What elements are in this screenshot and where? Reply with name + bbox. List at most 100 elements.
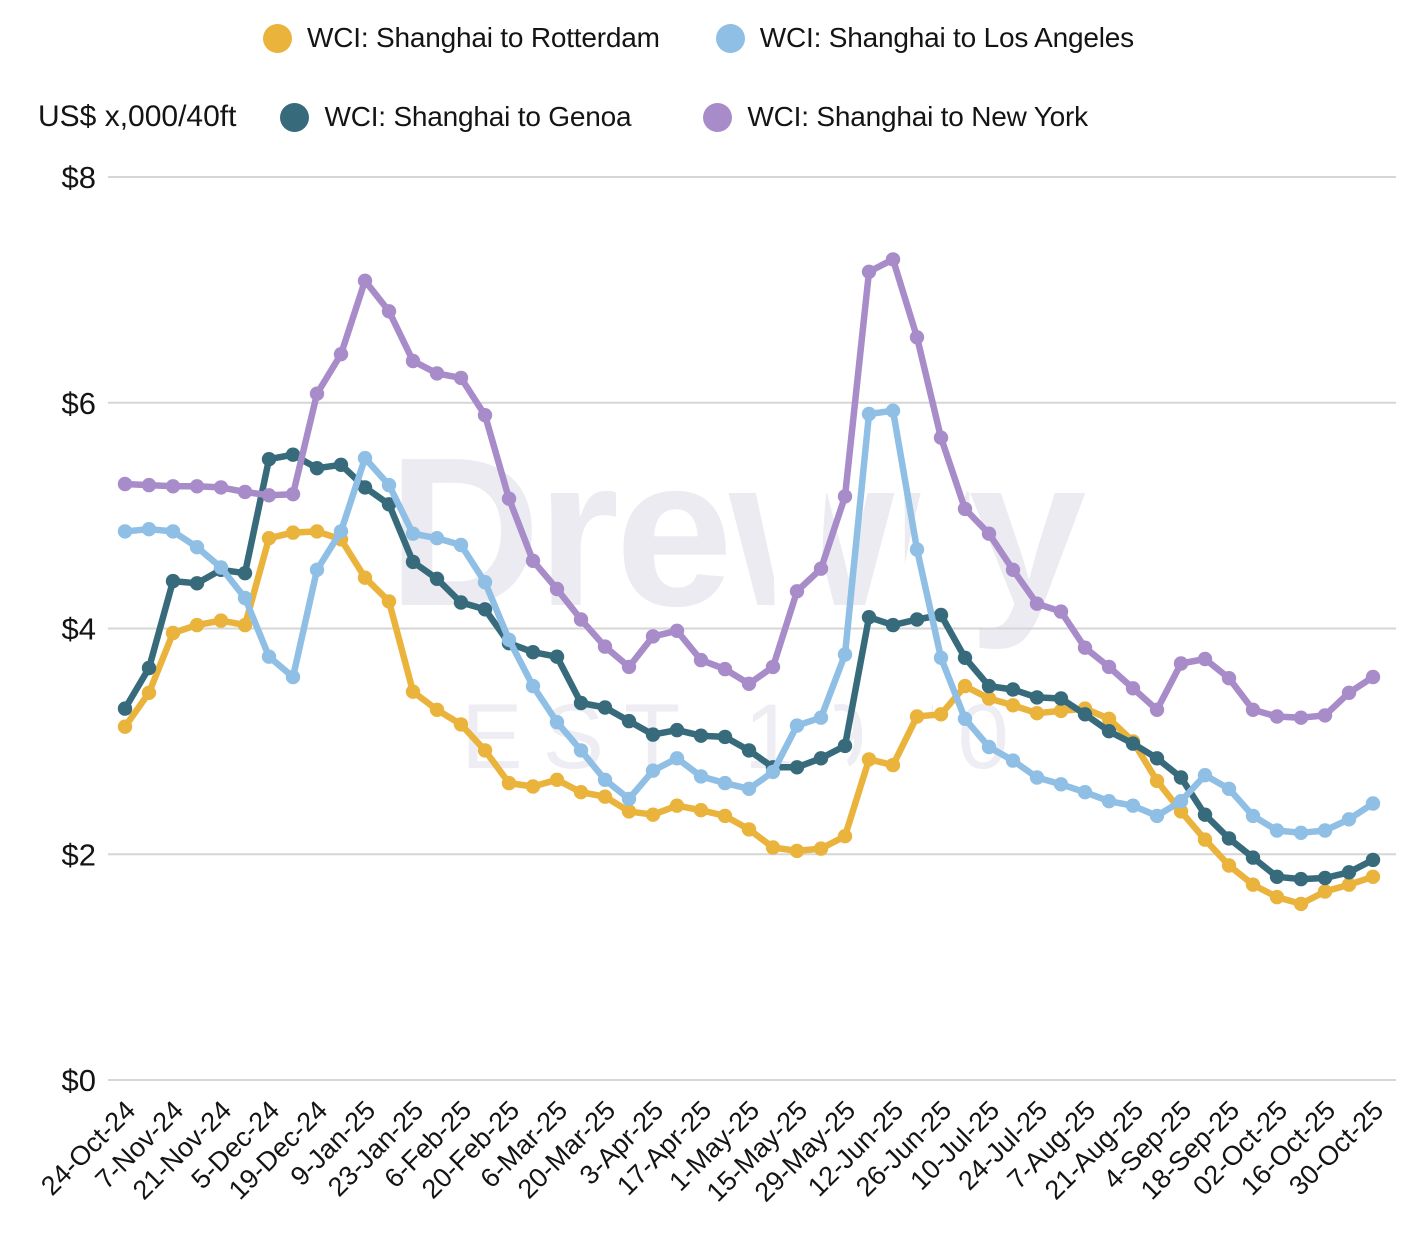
data-point <box>237 566 253 581</box>
data-point <box>957 711 973 726</box>
data-point <box>957 678 973 694</box>
y-tick-label: $6 <box>62 386 96 421</box>
data-point <box>909 612 925 627</box>
data-point <box>1221 858 1237 873</box>
data-point <box>1341 865 1357 880</box>
data-point <box>1005 753 1021 768</box>
data-point <box>237 590 253 606</box>
data-point <box>1101 794 1117 809</box>
legend-item-rotterdam[interactable]: WCI: Shanghai to Rotterdam <box>263 22 660 54</box>
data-point <box>1173 794 1189 809</box>
data-point <box>141 522 157 537</box>
data-point <box>285 669 301 685</box>
data-point <box>429 702 445 717</box>
data-point <box>693 728 709 743</box>
data-point <box>1221 831 1237 846</box>
data-point <box>1005 682 1021 697</box>
data-point <box>693 803 709 818</box>
data-point <box>765 659 781 675</box>
data-point <box>261 531 277 546</box>
data-point <box>357 480 373 495</box>
data-point <box>837 489 853 504</box>
data-point <box>837 647 853 662</box>
data-point <box>1245 850 1261 865</box>
data-point <box>909 542 925 557</box>
data-point <box>813 710 829 725</box>
y-tick-label: $0 <box>62 1063 96 1098</box>
data-point <box>1365 852 1381 868</box>
data-point <box>165 479 181 494</box>
data-point <box>933 607 949 623</box>
legend-label-new-york: WCI: Shanghai to New York <box>747 101 1088 132</box>
legend-item-genoa[interactable]: WCI: Shanghai to Genoa <box>280 101 632 133</box>
data-point <box>357 450 373 466</box>
data-point <box>837 829 853 844</box>
data-point <box>813 561 829 576</box>
data-point <box>813 751 829 766</box>
data-point <box>549 715 565 730</box>
legend-item-new-york[interactable]: WCI: Shanghai to New York <box>703 101 1088 133</box>
data-point <box>1221 671 1237 686</box>
data-point <box>501 775 517 791</box>
data-point <box>525 553 541 568</box>
data-point <box>597 700 613 715</box>
data-point <box>957 501 973 517</box>
data-point <box>477 743 493 758</box>
data-point <box>381 497 397 512</box>
data-point <box>189 617 205 633</box>
data-point <box>1173 656 1189 671</box>
data-point <box>525 678 541 694</box>
data-point <box>477 602 493 617</box>
data-point <box>333 524 349 539</box>
data-point <box>1053 777 1069 792</box>
data-point <box>693 652 709 668</box>
data-point <box>741 781 757 796</box>
data-point <box>1149 773 1165 789</box>
data-point <box>141 660 157 676</box>
data-point <box>333 457 349 472</box>
data-point <box>669 623 685 638</box>
data-point <box>933 707 949 722</box>
data-point <box>549 772 565 787</box>
legend-label-genoa: WCI: Shanghai to Genoa <box>324 101 632 132</box>
data-point <box>381 477 397 493</box>
y-axis-unit-label: US$ x,000/40ft <box>38 100 237 133</box>
data-point <box>717 775 733 791</box>
data-point <box>453 370 469 386</box>
legend-swatch-rotterdam-icon <box>263 23 292 53</box>
data-point <box>597 789 613 804</box>
data-point <box>717 661 733 677</box>
data-point <box>1125 681 1141 696</box>
data-point <box>429 366 445 381</box>
data-point <box>453 595 469 610</box>
data-point <box>645 727 661 742</box>
data-point <box>669 751 685 766</box>
data-point <box>309 524 325 539</box>
legend-label-los-angeles: WCI: Shanghai to Los Angeles <box>759 22 1134 53</box>
data-point <box>1269 823 1285 838</box>
data-point <box>117 719 133 734</box>
data-point <box>189 576 205 591</box>
data-point <box>789 718 805 733</box>
data-point <box>597 639 613 654</box>
data-point <box>789 584 805 599</box>
data-point <box>525 645 541 660</box>
data-point <box>213 480 229 495</box>
data-point <box>381 594 397 609</box>
data-point <box>861 406 877 422</box>
data-point <box>1125 736 1141 751</box>
data-point <box>309 386 325 401</box>
data-point <box>501 632 517 647</box>
legend-swatch-new-york-icon <box>703 102 733 132</box>
data-point <box>1077 707 1093 722</box>
series-lines <box>117 252 1381 912</box>
data-point <box>669 798 685 813</box>
legend-item-los-angeles[interactable]: WCI: Shanghai to Los Angeles <box>715 22 1134 54</box>
data-point <box>1245 702 1261 717</box>
data-point <box>645 807 661 822</box>
data-point <box>717 808 733 824</box>
data-point <box>885 252 901 267</box>
data-point <box>477 575 493 590</box>
data-point <box>621 659 637 675</box>
data-point <box>621 713 637 729</box>
